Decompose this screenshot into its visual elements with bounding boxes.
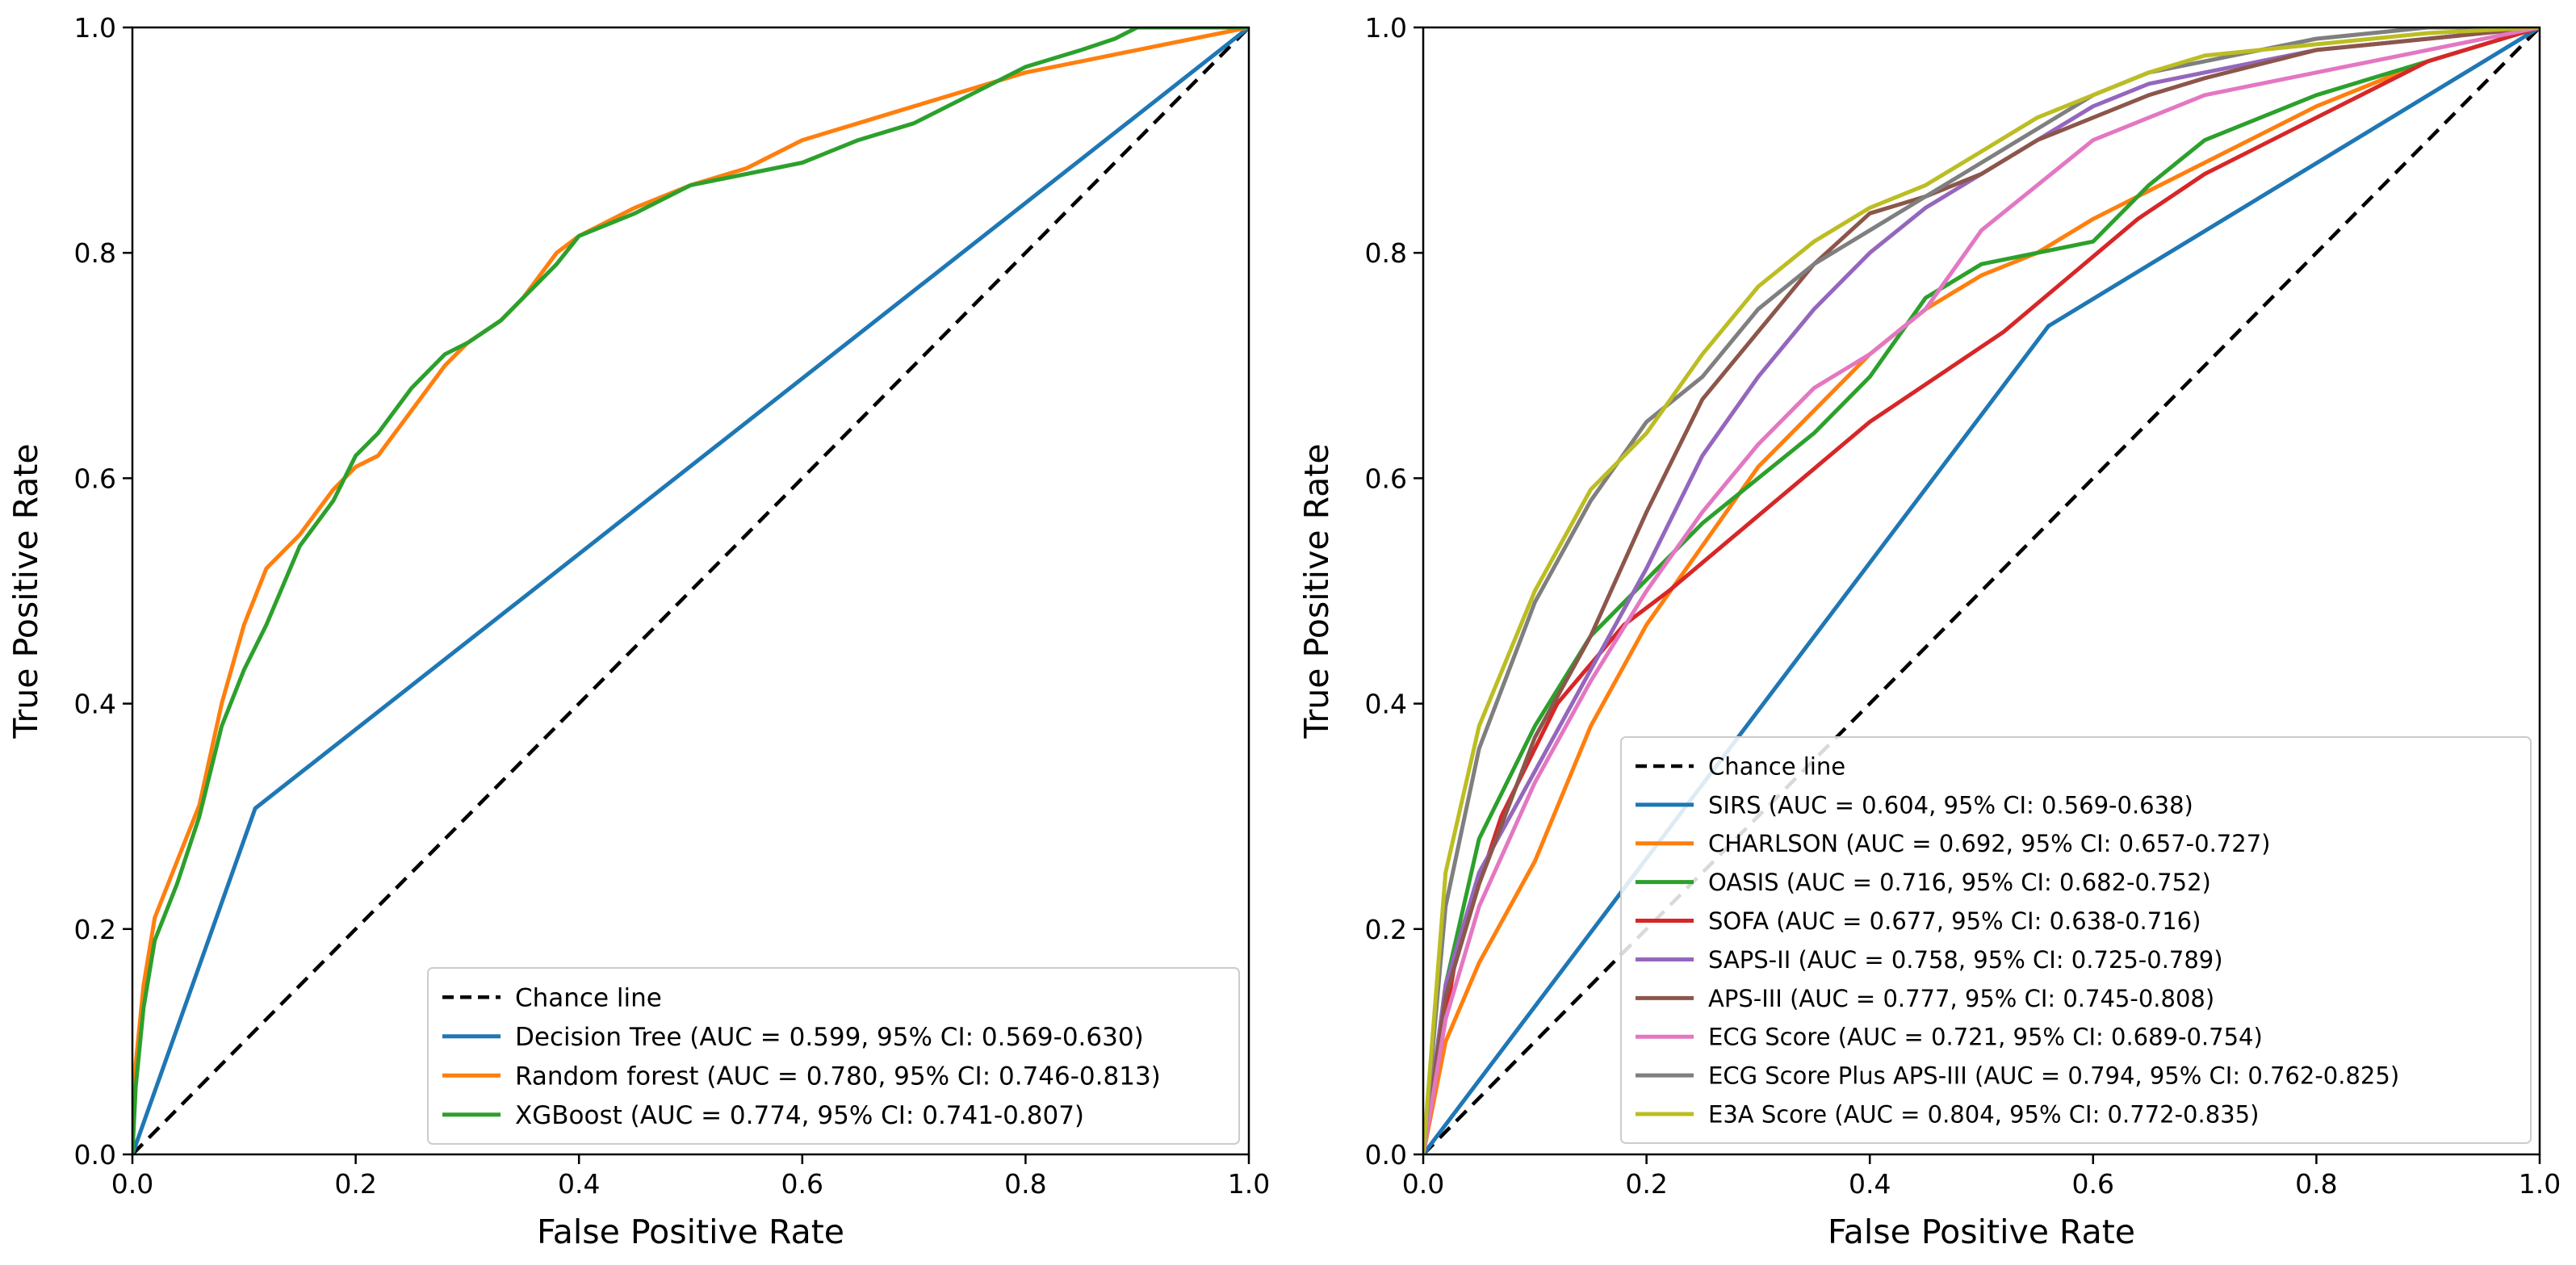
legend-entry-label: CHARLSON (AUC = 0.692, 95% CI: 0.657-0.7…	[1708, 830, 2270, 857]
curves-group	[132, 27, 1249, 1154]
y-tick-label: 0.0	[1365, 1139, 1407, 1171]
legend: Chance line SIRS (AUC = 0.604, 95% CI: 0.…	[1620, 736, 2532, 1144]
curve-decision-tree	[132, 27, 1249, 1154]
x-tick-label: 0.0	[111, 1168, 153, 1200]
curve-charlson	[1423, 27, 2540, 1154]
x-tick-label: 0.8	[2295, 1168, 2337, 1200]
right-roc-chart: 0.0 0.2 0.4 0.6 0.8 1.0 0.0 0.2 0.4 0.6 0.8 1.0 Fals…	[1297, 12, 2561, 1251]
y-tick-label: 0.4	[74, 689, 116, 720]
legend: Chance line Decision Tree (AUC = 0.599, 9…	[427, 967, 1240, 1145]
y-tick-label: 0.8	[1365, 237, 1407, 269]
y-axis-label: True Positive Rate	[6, 443, 45, 739]
y-tick-label: 0.0	[74, 1139, 116, 1171]
curve-e3a-score	[1423, 27, 2540, 1154]
legend-box	[1620, 736, 2532, 1144]
legend-entry-label: ECG Score Plus APS-III (AUC = 0.794, 95%…	[1708, 1062, 2399, 1090]
legend-entry-label: Decision Tree (AUC = 0.599, 95% CI: 0.56…	[515, 1023, 1144, 1052]
x-axis-label: False Positive Rate	[1828, 1213, 2135, 1251]
y-tick-label: 1.0	[1365, 12, 1407, 44]
legend-entry-label: SAPS-II (AUC = 0.758, 95% CI: 0.725-0.78…	[1708, 946, 2223, 974]
x-tick-label: 0.4	[558, 1168, 600, 1200]
x-tick-label: 0.2	[1625, 1168, 1667, 1200]
plot-frame	[131, 26, 1250, 1156]
x-tick-label: 0.6	[2072, 1168, 2114, 1200]
legend-entry-label: ECG Score (AUC = 0.721, 95% CI: 0.689-0.…	[1708, 1024, 2263, 1051]
y-tick-label: 0.2	[74, 914, 116, 945]
x-tick-label: 1.0	[1228, 1168, 1270, 1200]
x-tick-label: 0.8	[1004, 1168, 1046, 1200]
y-tick-label: 0.6	[1365, 463, 1407, 494]
legend-entry-label: E3A Score (AUC = 0.804, 95% CI: 0.772-0.…	[1708, 1100, 2259, 1128]
y-tick-label: 0.4	[1365, 689, 1407, 720]
y-tick-label: 0.6	[74, 463, 116, 494]
y-axis-label: True Positive Rate	[1297, 443, 1336, 739]
legend-entry-label: SOFA (AUC = 0.677, 95% CI: 0.638-0.716)	[1708, 907, 2201, 935]
legend-box	[427, 967, 1240, 1145]
legend-entry-label: APS-III (AUC = 0.777, 95% CI: 0.745-0.80…	[1708, 985, 2214, 1012]
curve-aps-iii	[1423, 27, 2540, 1154]
legend-entry-label: Chance line	[1708, 752, 1845, 780]
y-tick-label: 0.2	[1365, 914, 1407, 945]
y-tick-label: 0.8	[74, 237, 116, 269]
curve-ecg-score	[1423, 27, 2540, 1154]
curve-oasis	[1423, 27, 2540, 1154]
y-tick-label: 1.0	[74, 12, 116, 44]
x-tick-label: 0.4	[1849, 1168, 1891, 1200]
legend-entry-label: XGBoost (AUC = 0.774, 95% CI: 0.741-0.80…	[515, 1101, 1084, 1130]
x-tick-label: 0.0	[1402, 1168, 1444, 1200]
curve-chance-line	[1423, 27, 2540, 1154]
x-tick-label: 0.2	[334, 1168, 376, 1200]
curve-saps-ii	[1423, 27, 2540, 1154]
x-axis-label: False Positive Rate	[537, 1213, 844, 1251]
legend-entry-label: Chance line	[515, 983, 662, 1012]
legend-entry-label: Random forest (AUC = 0.780, 95% CI: 0.74…	[515, 1062, 1161, 1091]
x-tick-label: 1.0	[2519, 1168, 2561, 1200]
curve-sofa	[1423, 27, 2540, 1154]
curve-chance-line	[132, 27, 1249, 1154]
legend-entry-label: OASIS (AUC = 0.716, 95% CI: 0.682-0.752)	[1708, 869, 2211, 896]
legend-entry-label: SIRS (AUC = 0.604, 95% CI: 0.569-0.638)	[1708, 791, 2193, 819]
curve-ecg-score-plus-aps-iii	[1423, 27, 2540, 1154]
x-tick-label: 0.6	[781, 1168, 823, 1200]
plot-frame	[1422, 26, 2541, 1156]
curve-xgboost	[132, 27, 1249, 1154]
left-roc-chart: 0.0 0.2 0.4 0.6 0.8 1.0 0.0 0.2 0.4 0.6 0.8 1.0 Fals…	[6, 12, 1270, 1251]
